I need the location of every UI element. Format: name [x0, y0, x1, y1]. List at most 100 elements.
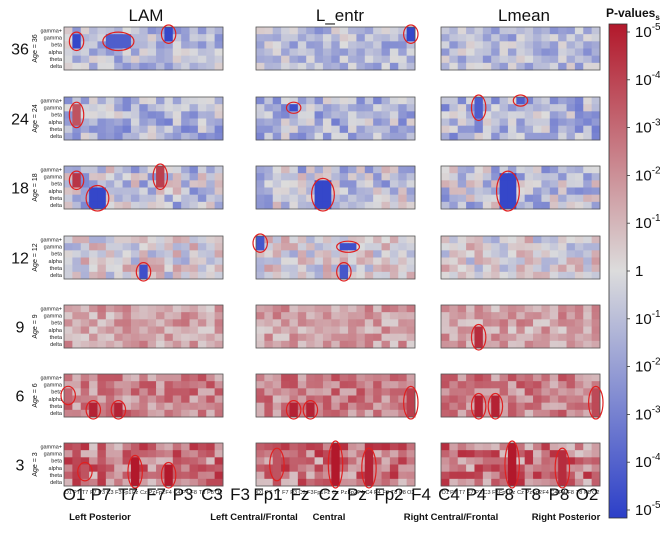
heat-cell: [541, 55, 551, 64]
heat-cell: [89, 340, 98, 349]
heat-cell: [80, 62, 90, 71]
heat-cell: [406, 166, 416, 174]
heat-cell: [339, 326, 349, 335]
heat-cell: [214, 27, 224, 35]
heat-cell: [256, 62, 265, 71]
heat-cell: [389, 478, 399, 487]
heat-cell: [322, 395, 332, 404]
heat-cell: [381, 464, 391, 473]
heat-cell: [214, 464, 224, 473]
heat-cell: [457, 443, 467, 451]
heat-cell: [541, 271, 551, 280]
heat-cell: [356, 305, 366, 313]
heat-cell: [197, 450, 207, 458]
heat-cell: [130, 201, 140, 210]
electrode-tick: Fz: [132, 490, 138, 496]
heat-cell: [491, 236, 500, 244]
heat-cell: [482, 250, 492, 258]
heat-cell: [549, 478, 559, 487]
heat-cell: [281, 180, 290, 188]
heat-cell: [466, 250, 475, 258]
heat-cell: [524, 55, 534, 64]
heat-cell: [549, 187, 559, 196]
heat-cell: [214, 257, 224, 266]
heat-cell: [181, 236, 190, 244]
heat-cell: [516, 457, 526, 465]
heat-cell: [583, 305, 593, 313]
heat-cell: [97, 381, 107, 389]
heat-cell: [322, 402, 332, 411]
significance-ellipse: [487, 392, 504, 420]
heat-cell: [114, 271, 123, 280]
heat-cell: [466, 388, 475, 396]
heat-cell: [474, 34, 484, 42]
heat-cell: [491, 271, 500, 280]
heat-cell: [449, 471, 459, 480]
heat-cell: [441, 104, 450, 112]
heat-cell: [474, 48, 484, 57]
heat-cell: [122, 173, 132, 181]
heat-cell: [214, 125, 224, 134]
heat-cell: [172, 326, 182, 335]
electrode-label: Fz: [291, 485, 310, 504]
heat-cell: [449, 250, 459, 258]
heat-cell: [474, 457, 484, 465]
heat-cell: [80, 478, 90, 487]
heat-cell: [339, 374, 349, 382]
heat-cell: [281, 27, 290, 35]
heat-cell: [264, 250, 274, 258]
heat-cell: [64, 97, 73, 105]
electrode-tick: Pz: [149, 490, 156, 496]
heat-cell: [339, 464, 349, 473]
heat-cell: [181, 402, 190, 411]
colorbar-tick-label: 10-5: [635, 22, 660, 41]
heat-cell: [147, 305, 157, 313]
heat-cell: [398, 340, 408, 349]
heat-cell: [574, 125, 584, 134]
electrode-tick: C3: [107, 490, 114, 496]
heat-cell: [373, 319, 382, 327]
heat-cell: [441, 464, 450, 473]
band-label: gamma+: [40, 375, 62, 381]
heat-cell: [72, 457, 82, 465]
heat-cell: [381, 305, 391, 313]
heat-cell: [558, 118, 567, 127]
heat-cell: [482, 55, 492, 64]
heat-cell: [297, 457, 307, 465]
heat-cell: [272, 104, 282, 112]
heat-cell: [114, 312, 123, 320]
heat-cell: [72, 305, 82, 313]
significance-ellipse: [361, 447, 377, 489]
heat-cell: [457, 457, 467, 465]
colorbar-title: P-valuess: [606, 6, 660, 22]
heat-cell: [533, 97, 542, 105]
heat-cell: [114, 27, 123, 35]
heat-cell: [164, 201, 174, 210]
heat-cell: [297, 464, 307, 473]
heat-cell: [172, 194, 182, 203]
heat-cell: [331, 471, 341, 480]
heat-cell: [583, 312, 593, 320]
heat-cell: [398, 312, 408, 320]
heat-cell: [80, 166, 90, 174]
heat-cell: [189, 340, 199, 349]
heat-cell: [348, 450, 357, 458]
heat-cell: [566, 409, 576, 418]
heat-cell: [558, 173, 567, 181]
heat-cell: [516, 194, 526, 203]
heat-cell: [197, 243, 207, 251]
heat-cell: [322, 187, 332, 196]
heat-cell: [466, 97, 475, 105]
heat-cell: [139, 264, 149, 273]
heat-cell: [297, 333, 307, 342]
heat-cell: [541, 201, 551, 210]
heat-cell: [381, 125, 391, 134]
heat-cell: [80, 388, 90, 396]
heat-cell: [406, 326, 416, 335]
heat-cell: [457, 409, 467, 418]
heat-cell: [72, 319, 82, 327]
heat-cell: [499, 340, 509, 349]
heat-cell: [566, 395, 576, 404]
heat-cell: [172, 173, 182, 181]
heat-cell: [206, 312, 216, 320]
